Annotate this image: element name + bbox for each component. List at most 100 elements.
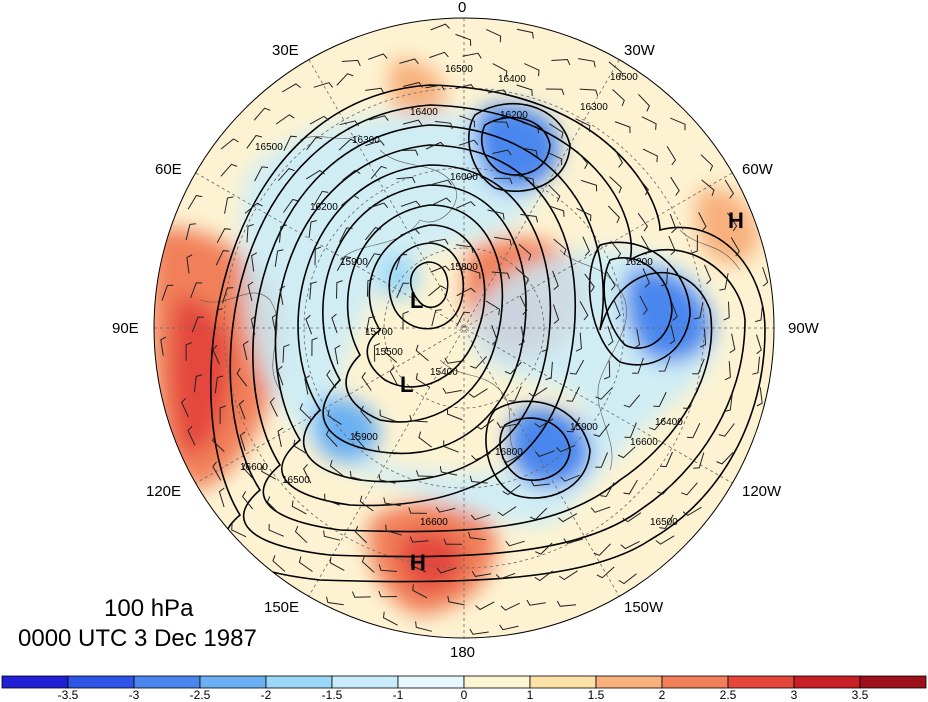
contour-label: 15800 (450, 262, 478, 273)
wind-barb (190, 282, 203, 299)
wind-barb (596, 566, 615, 579)
colorbar-tick-label: -2 (261, 688, 272, 702)
wind-barb (505, 540, 525, 547)
colorbar-swatch (265, 675, 333, 689)
wind-barb (382, 611, 398, 626)
contour-label: 16500 (282, 475, 310, 486)
wind-barb (557, 513, 578, 523)
wind-barb (216, 228, 231, 244)
wind-barb (455, 201, 476, 209)
wind-barb (469, 628, 489, 635)
wind-barb (409, 415, 428, 423)
wind-barb (470, 514, 491, 521)
wind-barb (495, 572, 516, 580)
wind-barb (576, 150, 589, 170)
wind-barb (704, 264, 712, 285)
wind-barb (497, 506, 517, 517)
wind-barb (595, 452, 608, 468)
wind-barb (491, 271, 510, 280)
wind-barb (516, 28, 534, 39)
wind-barb (548, 205, 565, 217)
wind-barb (491, 324, 498, 345)
longitude-label-150w: 150W (624, 599, 664, 616)
wind-barb (354, 526, 368, 544)
wind-barb (607, 326, 614, 346)
wind-barb (500, 602, 521, 611)
wind-barb (556, 444, 576, 453)
wind-barb (458, 139, 479, 146)
wind-barb (432, 179, 452, 186)
contour-label: 16400 (655, 417, 683, 428)
wind-barb (727, 212, 738, 232)
wind-barb (261, 465, 277, 480)
wind-barb (326, 596, 344, 606)
wind-barb (499, 624, 519, 631)
wind-barb (313, 190, 329, 206)
wind-barb (580, 179, 598, 192)
wind-barb (669, 213, 677, 234)
colorbar-tick-label: 3.5 (852, 688, 869, 702)
colorbar-tick-label: 1 (527, 688, 534, 702)
wind-barb (361, 372, 372, 391)
wind-barb (752, 356, 760, 375)
wind-barb (425, 141, 446, 150)
high-pressure-mark: H (728, 208, 744, 233)
wind-barb (361, 555, 375, 573)
wind-barb (294, 525, 308, 544)
wind-barb (608, 61, 622, 78)
wind-barb (520, 147, 538, 157)
wind-barb (515, 267, 529, 285)
wind-barb (283, 198, 299, 213)
wind-barb (400, 228, 420, 236)
wind-barb (660, 268, 668, 287)
wind-barb (428, 285, 447, 297)
wind-barb (724, 361, 731, 381)
wind-barb (669, 324, 676, 345)
wind-barb (425, 84, 445, 91)
colorbar-swatch (1, 675, 69, 689)
wind-barb (508, 386, 522, 402)
wind-barb (389, 366, 399, 386)
wind-barb (212, 461, 222, 481)
wind-barb (468, 388, 488, 398)
wind-barb (384, 346, 398, 363)
colorbar-tick-label: -1 (393, 688, 404, 702)
wind-barb (553, 238, 567, 256)
contour-label: 15900 (340, 257, 368, 268)
wind-barb (534, 570, 553, 582)
wind-barb (308, 220, 317, 238)
colorbar-tick-label: 0 (461, 688, 468, 702)
wind-barb (613, 300, 621, 320)
wind-barb (231, 523, 247, 538)
wind-barb (383, 497, 401, 507)
wind-barb (214, 375, 224, 394)
wind-barb (501, 454, 522, 463)
contour-label: 16400 (410, 107, 438, 118)
wind-barb (399, 58, 419, 65)
wind-barb (459, 115, 475, 128)
wind-barb (701, 179, 715, 196)
wind-barb (306, 136, 323, 151)
wind-barb (324, 493, 340, 506)
wind-barb (485, 28, 502, 43)
wind-barb (624, 422, 637, 438)
wind-barb (504, 361, 522, 375)
wind-barb (462, 52, 482, 59)
wind-barb (224, 196, 234, 214)
level-label: 100 hPa (104, 595, 194, 622)
colorbar-swatch (397, 675, 465, 689)
wind-barb (576, 207, 592, 222)
height-contours (210, 84, 766, 583)
wind-barb (516, 84, 533, 96)
wind-barb (670, 176, 680, 196)
wind-barb (475, 418, 495, 430)
contour-label: 16300 (352, 135, 380, 146)
wind-barb (666, 146, 677, 166)
wind-barb (518, 243, 532, 261)
wind-barb (254, 166, 269, 182)
wind-barb (590, 506, 611, 513)
wind-barb (186, 254, 193, 274)
contour-label: 16500 (255, 142, 283, 153)
wind-barb (336, 256, 352, 271)
